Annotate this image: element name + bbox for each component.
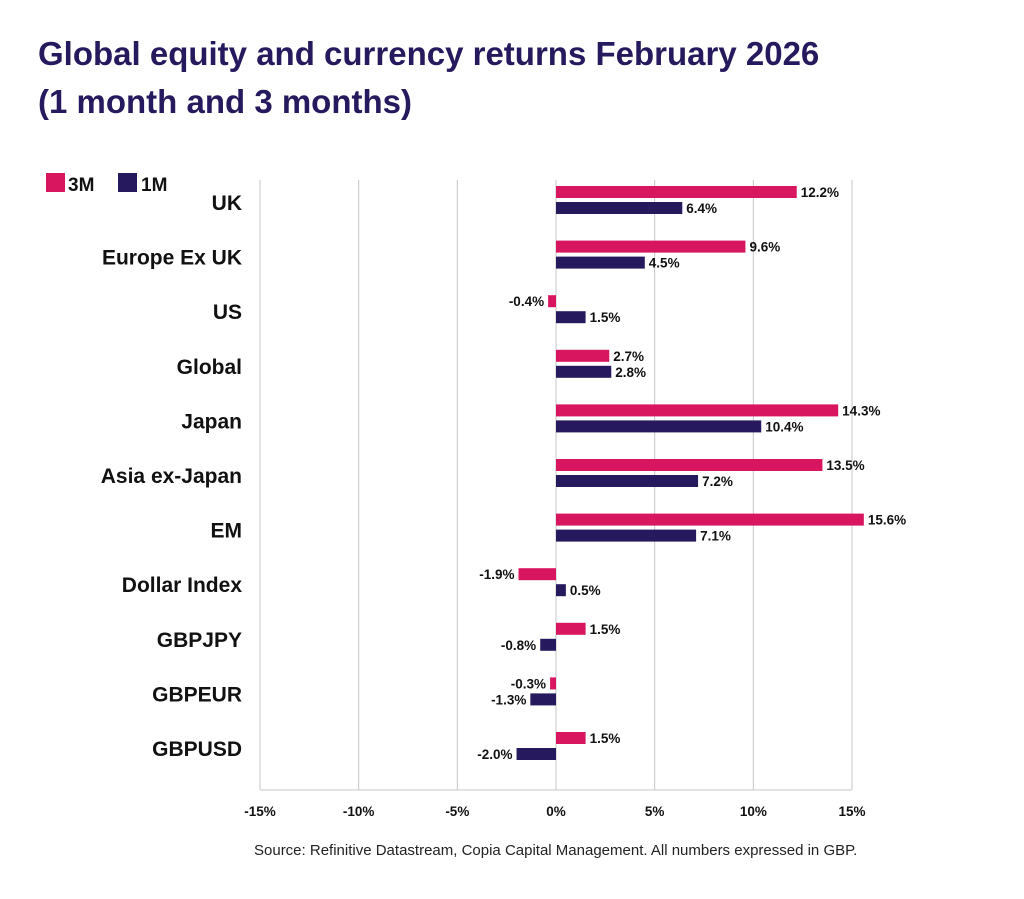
chart-title: Global equity and currency returns Febru… [38, 30, 998, 126]
bar-1M-2 [556, 311, 586, 324]
data-label-3M-8: 1.5% [590, 622, 621, 637]
bar-1M-7 [556, 584, 566, 597]
legend-swatch-3M [46, 173, 65, 192]
chart-title-line-2: (1 month and 3 months) [38, 83, 412, 120]
data-label-1M-2: 1.5% [590, 310, 621, 325]
data-label-1M-6: 7.1% [700, 529, 731, 544]
data-label-1M-10: -2.0% [477, 747, 512, 762]
source-note: Source: Refinitive Datastream, Copia Cap… [254, 842, 858, 859]
bar-3M-3 [556, 349, 610, 362]
bar-3M-9 [550, 677, 556, 690]
bar-1M-6 [556, 529, 697, 542]
bar-3M-5 [556, 459, 823, 471]
data-label-1M-8: -0.8% [501, 638, 536, 653]
category-label: Japan [181, 410, 242, 433]
data-label-3M-0: 12.2% [801, 185, 839, 200]
legend: 3M 1M [46, 173, 167, 196]
data-label-1M-3: 2.8% [615, 365, 646, 380]
data-label-1M-0: 6.4% [686, 201, 717, 216]
category-label: Europe Ex UK [102, 247, 242, 270]
category-label: Dollar Index [122, 574, 243, 597]
data-label-3M-5: 13.5% [826, 458, 864, 473]
x-tick-label: 15% [838, 804, 865, 819]
bar-3M-4 [556, 404, 839, 417]
data-label-1M-5: 7.2% [702, 474, 733, 489]
data-label-3M-4: 14.3% [842, 403, 880, 418]
data-label-1M-7: 0.5% [570, 583, 601, 598]
bar-1M-4 [556, 420, 762, 433]
data-labels: 12.2% 9.6% -0.4% 2.7% 14.3% 13.5% 15.6% -1.9% 1.… [477, 185, 906, 762]
category-label: Asia ex-Japan [101, 465, 242, 488]
bar-3M-10 [556, 732, 586, 744]
bar-1M-3 [556, 365, 612, 378]
legend-swatch-1M [118, 173, 137, 192]
x-axis-tick-labels: -15% -10% -5% 0% 5% 10% 15% [244, 804, 865, 819]
category-label: US [213, 301, 242, 324]
data-label-3M-3: 2.7% [613, 349, 644, 364]
x-tick-label: -10% [343, 804, 375, 819]
bar-3M-0 [556, 186, 797, 198]
legend-label-1M: 1M [141, 175, 167, 196]
category-labels: UK Europe Ex UK US Global Japan Asia ex-Japan… [101, 192, 243, 761]
category-label: GBPEUR [152, 683, 242, 706]
data-label-1M-9: -1.3% [491, 692, 526, 707]
category-label: EM [211, 520, 243, 543]
bar-3M-1 [556, 240, 746, 253]
category-label: GBPJPY [157, 629, 242, 652]
x-tick-label: 10% [740, 804, 767, 819]
data-label-3M-10: 1.5% [590, 731, 621, 746]
bar-1M-1 [556, 256, 645, 269]
data-label-3M-6: 15.6% [868, 513, 906, 528]
category-label: UK [212, 192, 242, 215]
legend-label-3M: 3M [68, 175, 94, 196]
bar-1M-10 [516, 748, 556, 760]
x-tick-label: 0% [546, 804, 566, 819]
data-label-3M-7: -1.9% [479, 567, 514, 582]
bars [516, 186, 864, 760]
bar-1M-5 [556, 475, 699, 487]
bar-3M-6 [556, 513, 864, 526]
bar-1M-9 [530, 693, 556, 706]
data-label-1M-1: 4.5% [649, 256, 680, 271]
category-label: Global [177, 356, 242, 379]
x-tick-label: -15% [244, 804, 276, 819]
data-label-1M-4: 10.4% [765, 419, 803, 434]
data-label-3M-2: -0.4% [509, 294, 544, 309]
bar-3M-8 [556, 622, 586, 635]
bar-1M-8 [540, 638, 556, 651]
data-label-3M-9: -0.3% [511, 676, 546, 691]
data-label-3M-1: 9.6% [749, 240, 780, 255]
x-tick-label: 5% [645, 804, 665, 819]
bar-1M-0 [556, 202, 683, 214]
category-label: GBPUSD [152, 738, 242, 761]
bar-3M-2 [548, 295, 556, 308]
x-tick-label: -5% [445, 804, 469, 819]
chart-title-line-1: Global equity and currency returns Febru… [38, 35, 820, 72]
bar-3M-7 [518, 568, 556, 581]
